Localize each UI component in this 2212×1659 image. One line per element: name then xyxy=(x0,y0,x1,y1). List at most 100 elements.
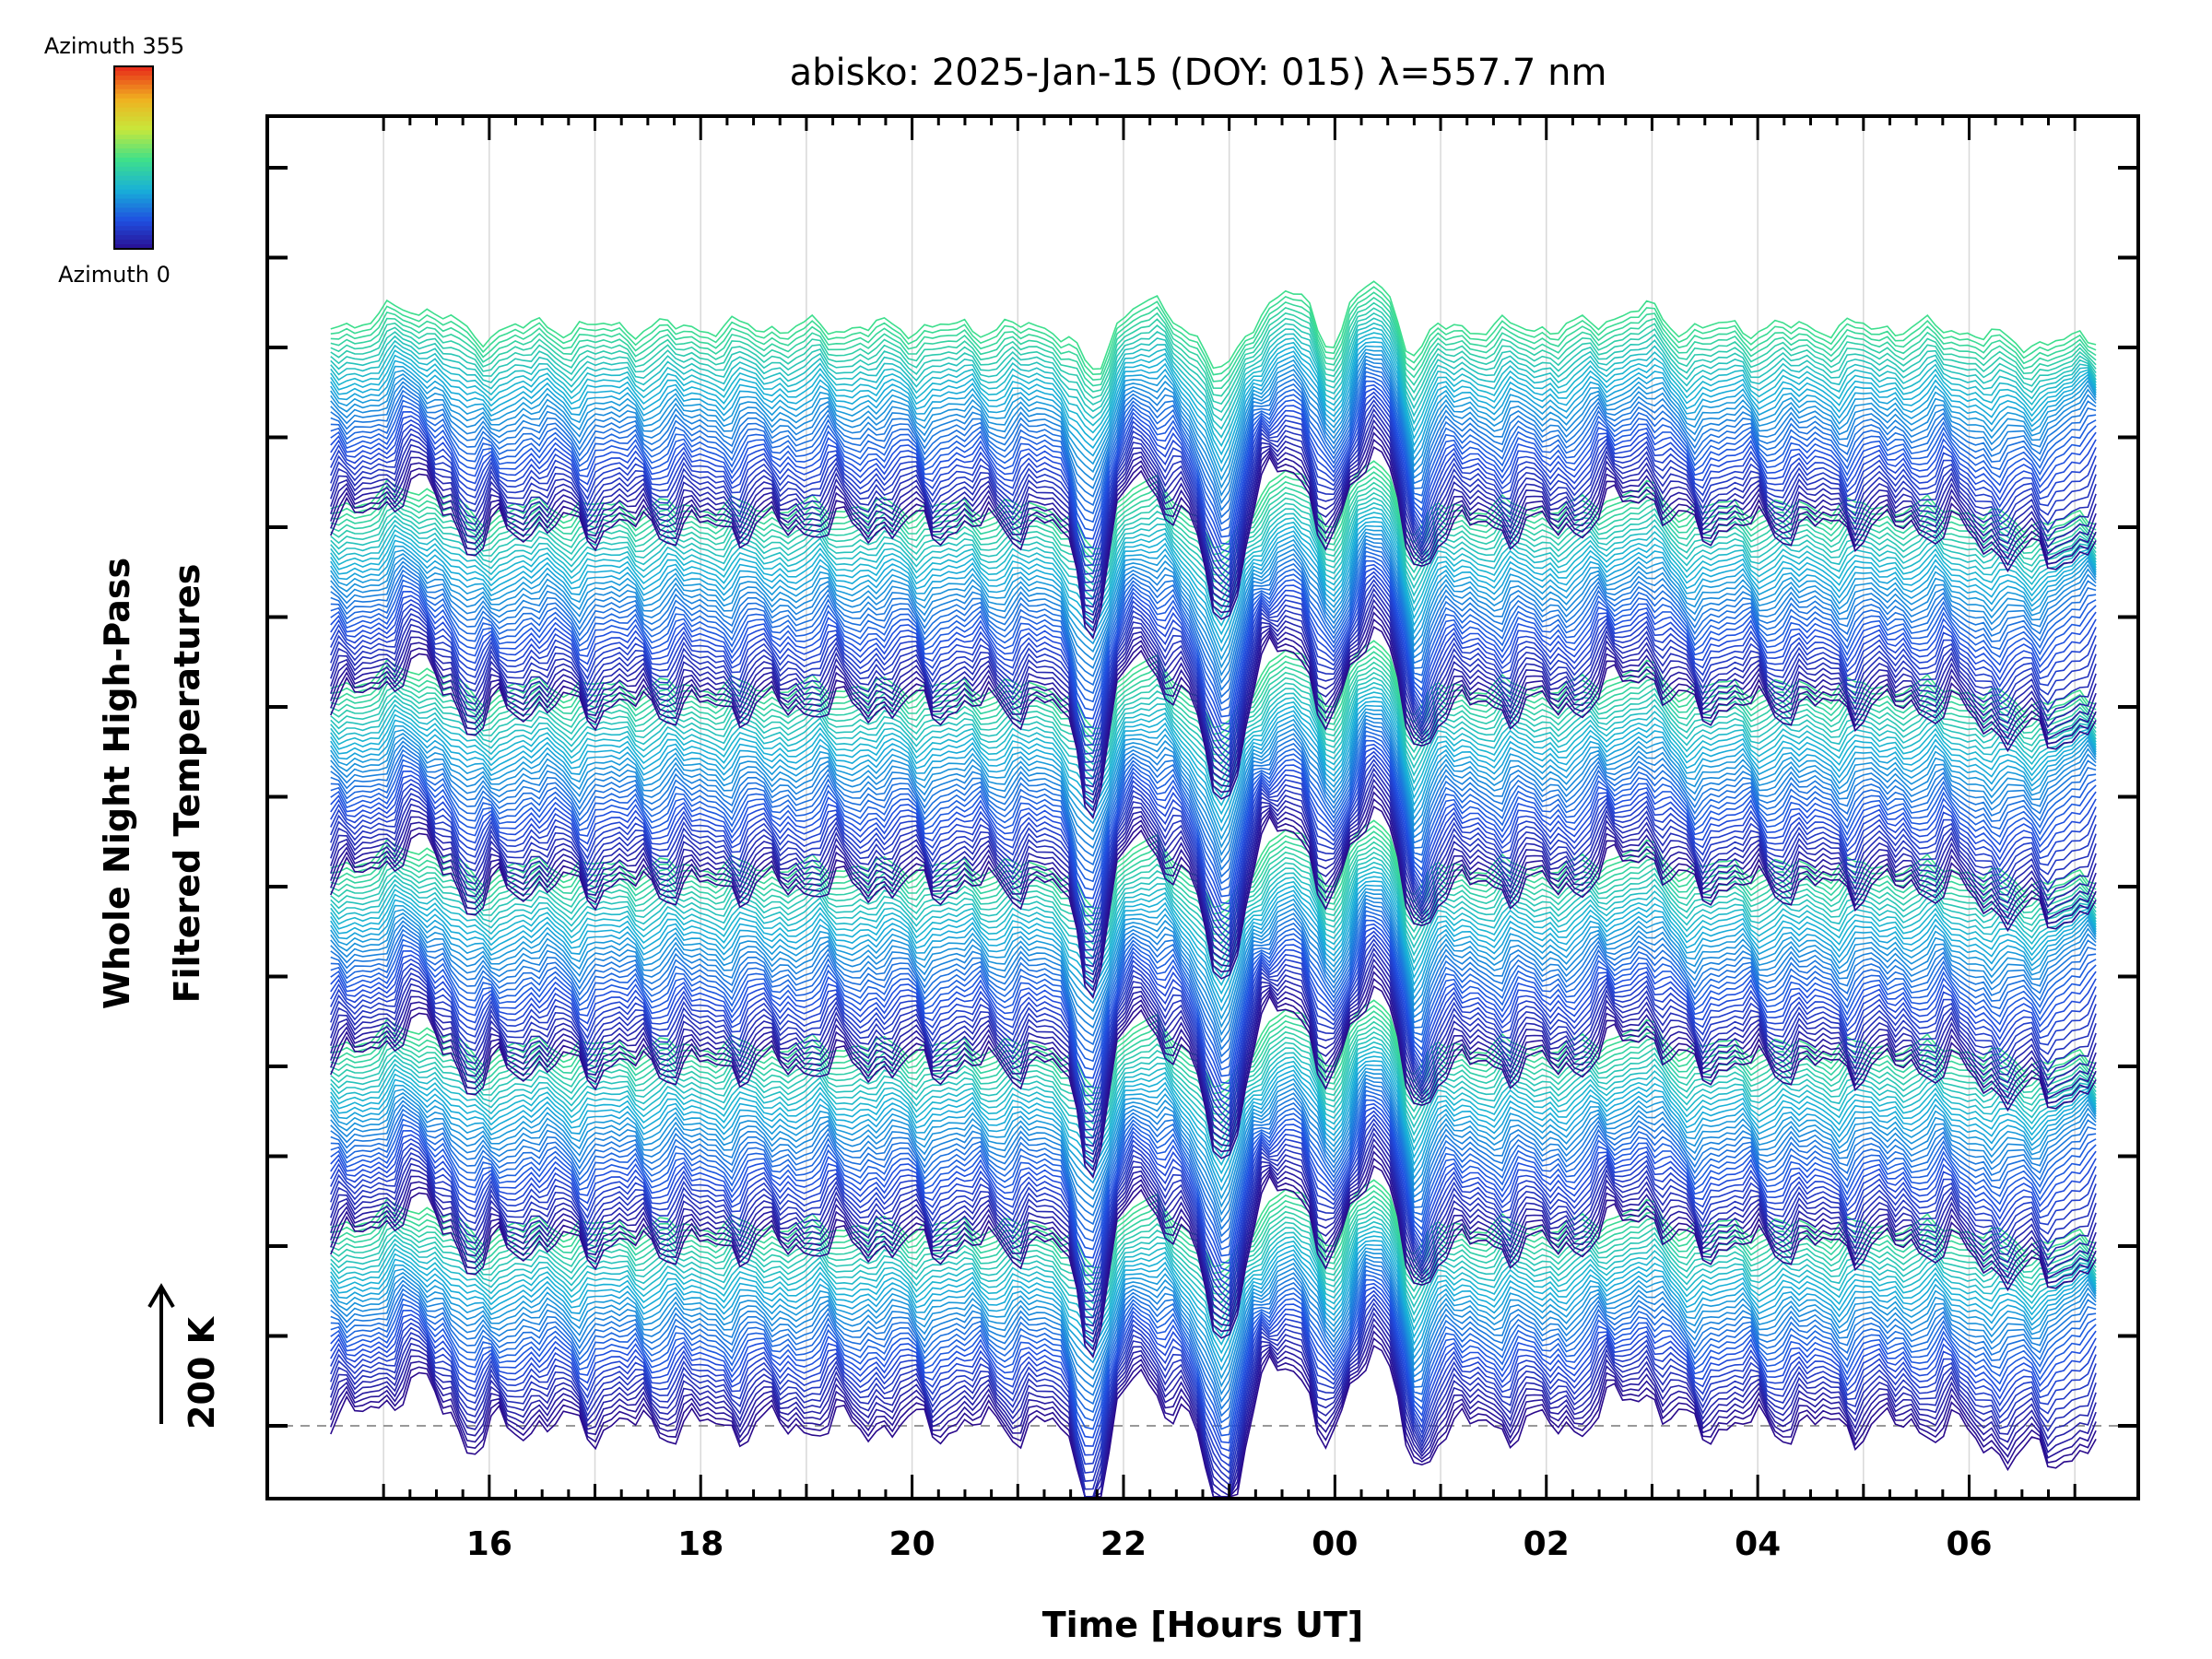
colorbar-bottom-label: Azimuth 0 xyxy=(58,262,171,288)
temperature-series-line xyxy=(330,587,2097,771)
temperature-series-line xyxy=(330,1020,2097,1116)
temperature-series-line xyxy=(330,762,2097,943)
y-axis-label-line2: Filtered Temperatures xyxy=(167,564,207,1004)
temperature-series-line xyxy=(330,579,2097,756)
temperature-series-line xyxy=(330,767,2097,951)
temperature-series-line xyxy=(330,1247,2097,1380)
temperature-series-line xyxy=(330,942,2097,1123)
temperature-series-line xyxy=(330,348,2097,481)
temperature-series-line xyxy=(330,460,2097,550)
temperature-series-line xyxy=(330,1060,2097,1183)
temperature-series-line xyxy=(330,332,2097,448)
temperature-series-line xyxy=(330,341,2097,465)
temperature-series-line xyxy=(330,425,2097,617)
temperature-series-line xyxy=(330,666,2097,765)
colorbar-segment xyxy=(114,175,153,182)
temperature-series-line xyxy=(330,725,2097,878)
x-ticks: 16 18 20 22 00 02 04 06 xyxy=(382,116,2077,1563)
temperature-series-line xyxy=(330,919,2097,1077)
x-tick-label: 04 xyxy=(1735,1525,1781,1563)
colorbar-segment xyxy=(114,153,153,159)
temperature-series-line xyxy=(330,1265,2097,1418)
temperature-series-line xyxy=(330,1235,2097,1355)
colorbar-segment xyxy=(114,166,153,172)
temperature-series-line xyxy=(330,640,2097,730)
colorbar-segment xyxy=(114,244,153,250)
temperature-series-line xyxy=(330,677,2097,782)
temperature-series-line xyxy=(330,905,2097,1058)
temperature-series-line xyxy=(330,312,2097,414)
temperature-series-line xyxy=(330,286,2097,376)
temperature-series-line xyxy=(330,846,2097,945)
temperature-series-line xyxy=(330,1126,2097,1311)
temperature-series-line xyxy=(330,722,2097,871)
colorbar-segment xyxy=(114,107,153,113)
temperature-series-line xyxy=(330,999,2097,1089)
temperature-series-line xyxy=(330,516,2097,636)
temperature-series-line xyxy=(330,1122,2097,1302)
temperature-series-line xyxy=(330,322,2097,430)
temperature-series-line xyxy=(330,714,2097,856)
temperature-series-line xyxy=(330,535,2097,677)
temperature-series-line xyxy=(330,1157,2097,1351)
temperature-series-line xyxy=(330,567,2097,734)
temperature-series-line xyxy=(330,407,2097,592)
colorbar xyxy=(113,65,154,250)
temperature-series-line xyxy=(330,841,2097,936)
colorbar-segment xyxy=(114,121,153,127)
temperature-series-line xyxy=(330,888,2097,1020)
temperature-series-line xyxy=(330,301,2097,397)
colorbar-segment xyxy=(114,144,153,150)
temperature-series-line xyxy=(330,394,2097,569)
temperature-series-line xyxy=(330,898,2097,1044)
colorbar-segment xyxy=(114,84,153,90)
temperature-series-line xyxy=(330,1274,2097,1430)
temperature-series-line xyxy=(330,708,2097,841)
temperature-series-line xyxy=(330,1301,2097,1482)
temperature-series-line xyxy=(330,750,2097,921)
colorbar-segment xyxy=(114,230,153,237)
x-tick-label: 22 xyxy=(1100,1525,1147,1563)
colorbar-segment xyxy=(114,189,153,195)
temperature-series-line xyxy=(330,747,2097,913)
temperature-series-line xyxy=(330,743,2097,905)
temperature-series-line xyxy=(330,884,2097,1012)
temperature-series-line xyxy=(330,403,2097,583)
temperature-series-line xyxy=(330,958,2097,1147)
temperature-series-line xyxy=(330,351,2097,489)
temperature-series-line xyxy=(330,1286,2097,1453)
temperature-series-line xyxy=(330,625,2097,820)
temperature-series-line xyxy=(330,611,2097,805)
temperature-series-line xyxy=(330,1106,2097,1273)
temperature-series-line xyxy=(330,1070,2097,1208)
temperature-series-line xyxy=(330,542,2097,691)
temperature-series-line xyxy=(330,952,2097,1139)
temperature-series-line xyxy=(330,1077,2097,1224)
temperature-series-line xyxy=(330,901,2097,1051)
temperature-series-line xyxy=(330,391,2097,561)
temperature-series-line xyxy=(330,1118,2097,1295)
temperature-series-line xyxy=(330,784,2097,976)
temperature-series-line xyxy=(330,1216,2097,1321)
temperature-series-line xyxy=(330,362,2097,512)
temperature-series-line xyxy=(330,291,2097,382)
series-lines xyxy=(267,280,2138,1498)
temperature-series-line xyxy=(330,735,2097,891)
temperature-series-line xyxy=(330,1094,2097,1251)
colorbar-segment xyxy=(114,180,153,186)
temperature-series-line xyxy=(330,797,2097,992)
temperature-series-line xyxy=(330,371,2097,525)
temperature-series-line xyxy=(330,307,2097,406)
temperature-series-line xyxy=(330,345,2097,473)
colorbar-segment xyxy=(114,240,153,246)
temperature-series-line xyxy=(330,559,2097,718)
temperature-series-line xyxy=(330,704,2097,832)
temperature-series-line xyxy=(330,574,2097,748)
temperature-series-line xyxy=(330,280,2097,371)
temperature-series-line xyxy=(330,1324,2097,1498)
colorbar-segment xyxy=(114,102,153,109)
temperature-series-line xyxy=(330,1312,2097,1498)
temperature-series-line xyxy=(330,598,2097,788)
x-tick-label: 00 xyxy=(1312,1525,1358,1563)
temperature-series-line xyxy=(330,851,2097,953)
